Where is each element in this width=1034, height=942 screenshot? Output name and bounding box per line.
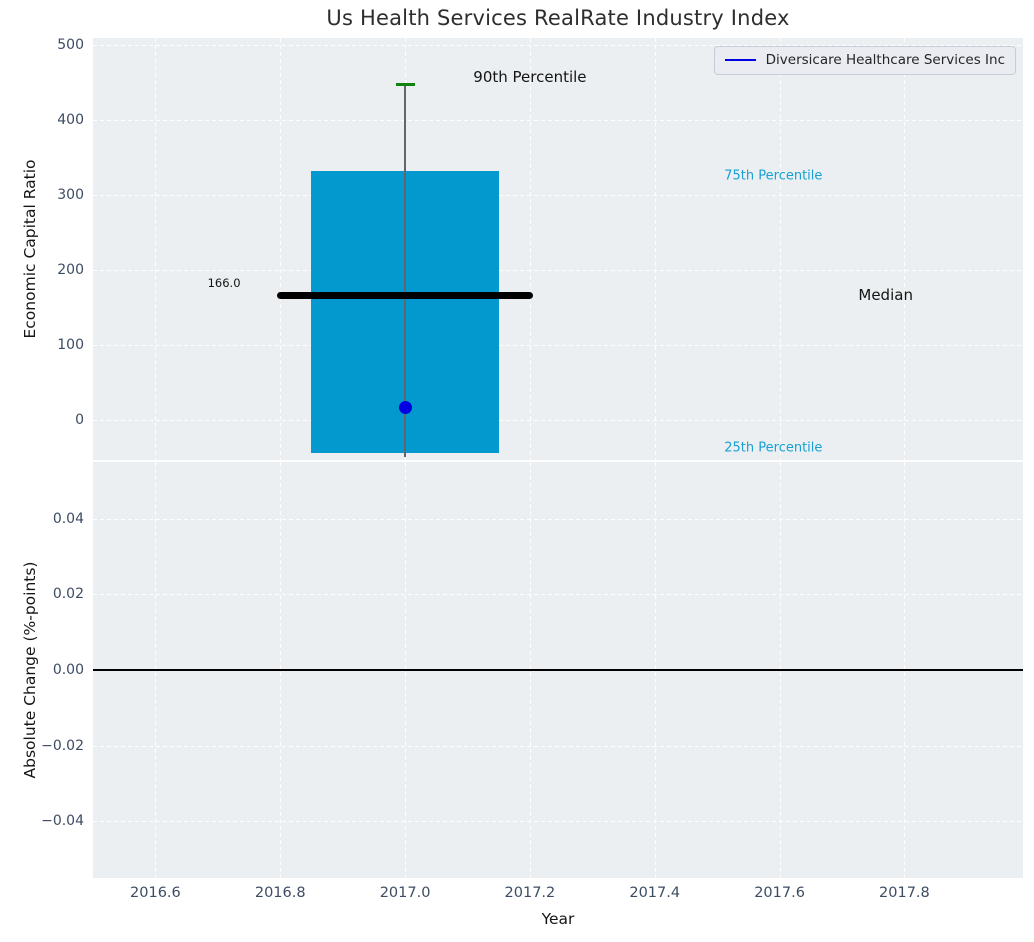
legend: Diversicare Healthcare Services Inc (713, 46, 1016, 75)
gridline-horizontal (93, 821, 1023, 823)
gridline-vertical (529, 38, 531, 460)
xtick-label: 2016.6 (130, 885, 181, 901)
median-line (276, 292, 534, 300)
gridline-vertical (904, 38, 906, 460)
ytick-label-bottom: 0.02 (52, 586, 84, 603)
xtick-label: 2017.6 (754, 885, 805, 901)
gridline-horizontal (93, 119, 1023, 121)
gridline-vertical (280, 38, 282, 460)
xtick-label: 2017.4 (629, 885, 681, 901)
y-axis-label-top: Economic Capital Ratio (21, 159, 39, 339)
gridline-horizontal (93, 745, 1023, 747)
annotation-25th-percentile: 25th Percentile (724, 440, 823, 456)
gridline-vertical (779, 38, 781, 460)
ytick-label-top: 300 (57, 186, 84, 203)
legend-label: Diversicare Healthcare Services Inc (765, 52, 1005, 68)
top-plot-area: Diversicare Healthcare Services Inc 90th… (93, 38, 1023, 460)
gridline-vertical (155, 38, 157, 460)
ytick-label-top: 0 (75, 412, 84, 429)
chart-title: Us Health Services RealRate Industry Ind… (326, 6, 790, 30)
gridline-horizontal (93, 518, 1023, 520)
xtick-label: 2017.0 (379, 885, 431, 901)
ytick-label-bottom: −0.04 (41, 813, 84, 830)
p90-cap (395, 83, 415, 87)
ytick-label-top: 100 (57, 337, 84, 354)
ytick-label-bottom: 0.00 (52, 662, 84, 678)
gridline-horizontal (93, 594, 1023, 596)
annotation-median: Median (858, 285, 913, 304)
xtick-label: 2016.8 (254, 885, 306, 901)
gridline-vertical (654, 38, 656, 460)
gridline-horizontal (93, 194, 1023, 196)
annotation-166.0: 166.0 (207, 275, 241, 290)
legend-line-swatch (724, 59, 756, 61)
y-axis-label-bottom: Absolute Change (%-points) (21, 561, 39, 779)
ytick-label-bottom: −0.02 (41, 737, 84, 754)
xtick-label: 2017.8 (879, 885, 930, 901)
bottom-plot-area (93, 462, 1023, 878)
zero-line (93, 669, 1023, 671)
gridline-horizontal (93, 420, 1023, 422)
company-point (398, 400, 412, 414)
xtick-label: 2017.2 (504, 885, 556, 901)
ytick-label-top: 400 (57, 111, 84, 128)
x-axis-label: Year (541, 910, 575, 928)
annotation-90th-percentile: 90th Percentile (473, 68, 587, 87)
annotation-75th-percentile: 75th Percentile (724, 168, 823, 184)
gridline-horizontal (93, 44, 1023, 46)
ytick-label-bottom: 0.04 (52, 510, 84, 527)
ytick-label-top: 200 (57, 262, 84, 279)
gridline-horizontal (93, 270, 1023, 272)
whisker-line (404, 84, 406, 457)
ytick-label-top: 500 (57, 36, 84, 53)
gridline-horizontal (93, 345, 1023, 347)
